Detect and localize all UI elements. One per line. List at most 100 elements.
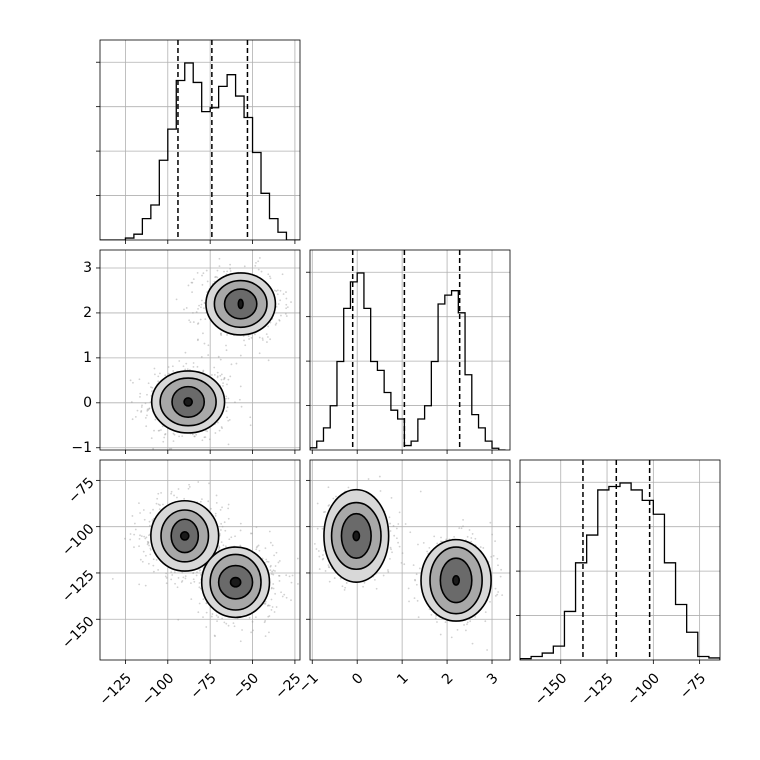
sample-point <box>148 534 150 537</box>
sample-point <box>255 526 258 529</box>
sample-point <box>268 615 271 617</box>
sample-point <box>227 624 230 627</box>
sample-point <box>247 335 250 337</box>
sample-point <box>220 522 223 525</box>
sample-point <box>149 547 152 550</box>
sample-point <box>453 536 456 538</box>
contour-line <box>213 279 268 329</box>
scatter-panel-2: −1 0 1 2 3 <box>296 459 511 696</box>
sample-point <box>378 475 381 478</box>
sample-point <box>474 537 477 540</box>
sample-point <box>187 284 190 287</box>
sample-point <box>146 414 148 417</box>
sample-point <box>264 547 267 550</box>
sample-point <box>391 551 393 554</box>
sample-point <box>269 277 272 280</box>
sample-point <box>375 587 378 590</box>
sample-point <box>249 416 252 419</box>
sample-point <box>258 352 261 355</box>
sample-point <box>327 486 330 489</box>
sample-point <box>147 542 150 544</box>
sample-point <box>214 512 217 515</box>
sample-point <box>146 543 149 546</box>
sample-point <box>157 375 160 378</box>
sample-point <box>152 564 155 567</box>
sample-point <box>151 519 154 521</box>
sample-point <box>267 560 270 563</box>
sample-point <box>285 596 288 599</box>
panel-border <box>99 459 301 661</box>
y-tick-label: −75 <box>65 475 97 507</box>
scatter-panel-0: −1 0 1 2 3 <box>71 249 303 456</box>
y-tick-label: −100 <box>59 521 98 560</box>
sample-point <box>152 447 155 450</box>
sample-points <box>129 257 303 450</box>
y-tick-label: 2 <box>83 305 92 321</box>
sample-point <box>324 510 327 513</box>
sample-point <box>278 319 281 321</box>
sample-point <box>268 631 270 634</box>
sample-point <box>176 496 178 499</box>
sample-point <box>321 558 324 561</box>
sample-point <box>345 582 348 584</box>
sample-point <box>494 594 497 597</box>
sample-point <box>227 419 230 422</box>
sample-point <box>222 382 224 385</box>
contour-line <box>223 288 258 320</box>
sample-point <box>189 321 192 324</box>
contour-line <box>209 553 262 611</box>
sample-point <box>422 541 425 544</box>
panel-border <box>519 459 721 661</box>
sample-point <box>279 289 282 292</box>
sample-point <box>466 623 468 626</box>
density-fill <box>353 531 360 541</box>
sample-point <box>269 321 272 324</box>
sample-point <box>285 574 288 577</box>
panel-content <box>520 460 720 660</box>
sample-point <box>471 642 474 645</box>
sample-point <box>218 429 221 432</box>
sample-point <box>389 522 392 525</box>
sample-point <box>491 533 494 536</box>
panel-content <box>100 250 303 450</box>
sample-point <box>193 435 196 438</box>
sample-point <box>281 595 284 598</box>
x-tick-label: −75 <box>188 670 220 702</box>
sample-point <box>275 551 278 554</box>
sample-point <box>266 560 269 563</box>
sample-point <box>165 572 168 575</box>
contour-line <box>229 576 242 588</box>
sample-point <box>213 373 216 376</box>
sample-point <box>238 398 241 401</box>
sample-point <box>486 649 488 651</box>
sample-point <box>415 573 418 576</box>
sample-point <box>181 579 184 582</box>
sample-point <box>226 383 228 386</box>
sample-point <box>146 408 149 411</box>
sample-point <box>196 571 198 574</box>
sample-point <box>301 306 303 308</box>
sample-point <box>426 550 429 553</box>
sample-point <box>202 598 205 601</box>
sample-point <box>226 270 229 273</box>
sample-point <box>147 541 150 544</box>
sample-point <box>239 544 242 547</box>
sample-point <box>265 333 268 336</box>
sample-point <box>277 561 280 564</box>
sample-point <box>134 528 137 531</box>
sample-point <box>390 496 393 499</box>
sample-point <box>146 409 149 412</box>
x-tick-label: 2 <box>439 670 457 688</box>
sample-point <box>215 275 217 278</box>
sample-point <box>138 378 141 381</box>
sample-point <box>196 339 199 342</box>
panel-content <box>310 460 510 660</box>
x-tick-label: −125 <box>578 670 617 709</box>
sample-point <box>227 397 230 400</box>
sample-point <box>144 537 147 540</box>
sample-point <box>327 566 330 568</box>
sample-point <box>221 617 224 620</box>
sample-point <box>158 508 161 511</box>
sample-point <box>157 380 160 383</box>
sample-point <box>254 264 257 267</box>
